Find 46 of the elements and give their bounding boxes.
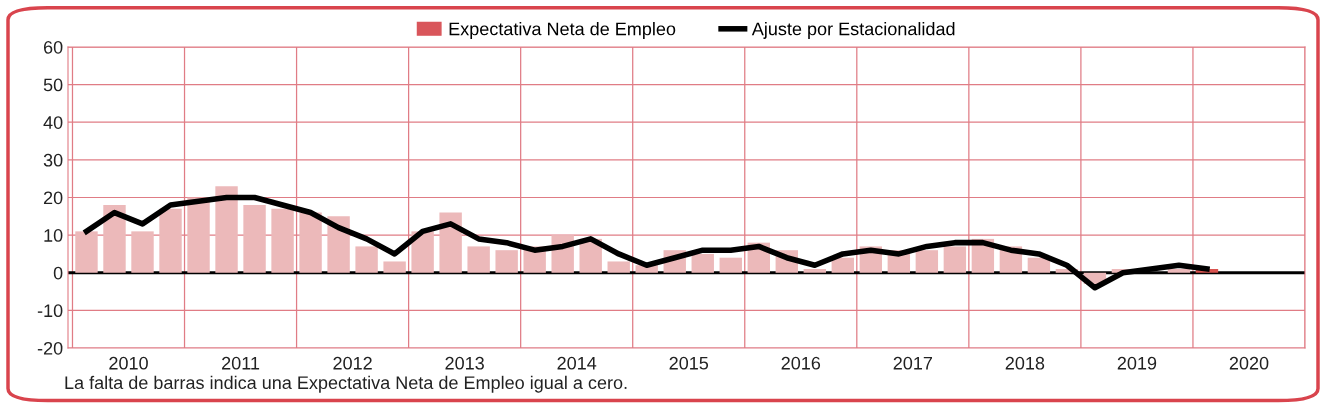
x-tick-label: 2020 xyxy=(1229,356,1269,370)
y-tick-label: -20 xyxy=(37,341,63,355)
bar xyxy=(159,208,182,273)
legend-label: Expectativa Neta de Empleo xyxy=(449,22,676,39)
x-tick-label: 2016 xyxy=(781,356,821,370)
y-tick-label: 0 xyxy=(53,266,63,280)
bar xyxy=(131,231,154,273)
text: La falta de barras indica una Expectativa Neta de Empleo igual a cero. xyxy=(65,375,627,393)
bar xyxy=(299,212,322,273)
y-tick-label: 20 xyxy=(43,191,63,205)
x-tick-label: 2010 xyxy=(109,356,148,370)
x-tick-label: 2011 xyxy=(222,356,260,370)
x-tick-label: 2018 xyxy=(1005,356,1045,370)
bar xyxy=(467,246,490,273)
bar xyxy=(271,208,294,273)
y-tick-label: 40 xyxy=(43,116,63,129)
bar xyxy=(1027,257,1051,273)
x-tick-label: 2013 xyxy=(445,356,484,370)
x-tick-label: 2015 xyxy=(669,356,709,370)
bar xyxy=(355,246,378,273)
bar xyxy=(243,205,266,273)
legend-label: Ajuste por Estacionalidad xyxy=(751,22,955,39)
x-tick-label: 2017 xyxy=(893,356,933,370)
bar xyxy=(75,231,98,273)
x-tick-label: 2012 xyxy=(333,356,372,370)
bar xyxy=(1167,268,1191,273)
x-tick-label: 2014 xyxy=(557,356,597,370)
y-tick-label: 10 xyxy=(44,229,63,242)
bar xyxy=(719,257,742,273)
y-tick-label: 50 xyxy=(43,78,63,92)
bar xyxy=(803,268,826,273)
bar xyxy=(915,250,939,273)
y-tick-label: 60 xyxy=(43,40,63,54)
bar xyxy=(607,261,630,273)
y-tick-label: 30 xyxy=(43,153,63,167)
bar xyxy=(831,257,855,273)
x-tick-label: 2019 xyxy=(1117,356,1157,370)
bar xyxy=(103,205,126,273)
bar xyxy=(215,186,238,273)
bar xyxy=(383,261,406,273)
bar xyxy=(691,253,714,273)
bar xyxy=(187,197,210,273)
bar xyxy=(943,246,967,273)
y-tick-label: -10 xyxy=(37,304,63,318)
bar xyxy=(495,250,518,273)
bar xyxy=(411,231,434,273)
